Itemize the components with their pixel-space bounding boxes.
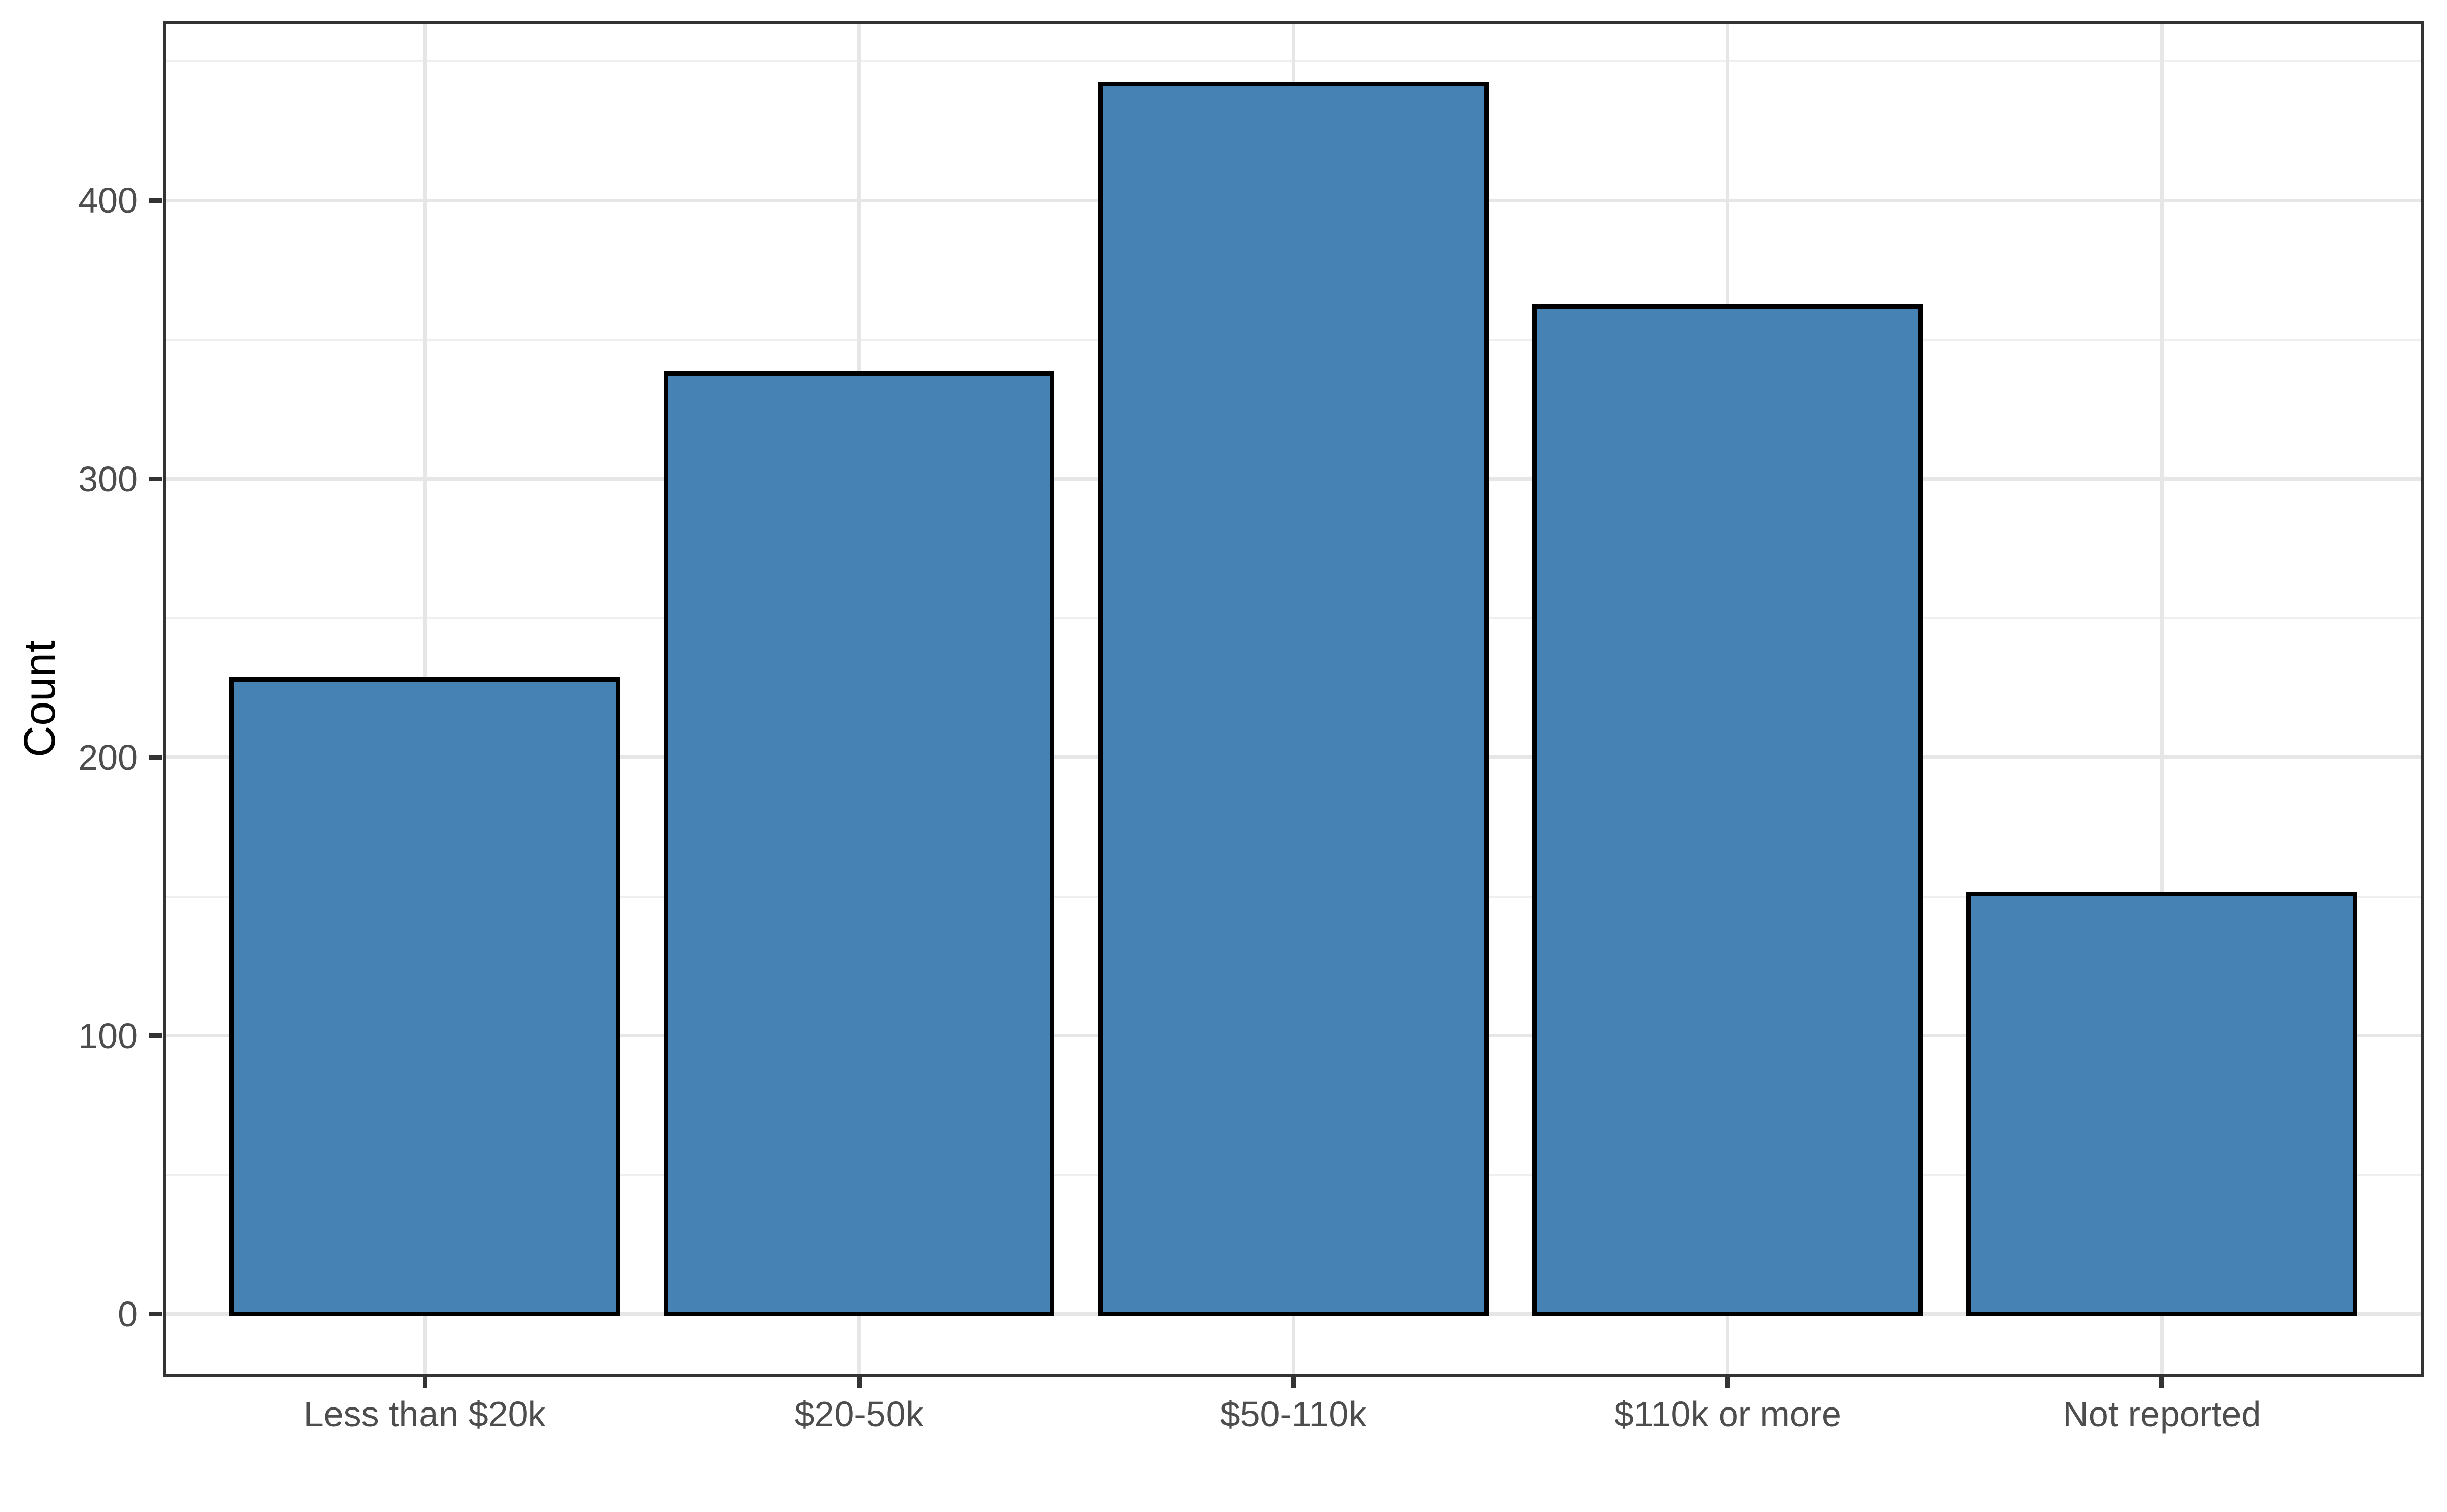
plot-panel (164, 22, 2423, 1375)
y-tick-0 (149, 1312, 162, 1317)
y-tick-300 (149, 477, 162, 482)
y-tick-label-400: 400 (78, 180, 138, 221)
x-tick-5 (2159, 1375, 2165, 1388)
x-tick-4 (1725, 1375, 1730, 1388)
x-tick-label-4: $110k or more (1613, 1394, 1841, 1434)
y-tick-label-300: 300 (78, 459, 138, 499)
bar-less-than-20k (229, 677, 620, 1317)
bar--110k-or-more (1532, 304, 1923, 1317)
y-tick-label-200: 200 (78, 737, 138, 777)
bar-not-reported (1966, 891, 2358, 1317)
y-tick-400 (149, 198, 162, 203)
x-tick-label-1: Less than $20k (303, 1394, 546, 1434)
x-tick-3 (1291, 1375, 1296, 1388)
x-tick-label-5: Not reported (2063, 1394, 2261, 1434)
x-tick-2 (856, 1375, 862, 1388)
x-tick-1 (422, 1375, 427, 1388)
y-tick-label-0: 0 (118, 1294, 138, 1334)
bar--20-50k (663, 371, 1055, 1317)
y-axis-title: Count (15, 640, 64, 758)
x-tick-label-2: $20-50k (794, 1394, 924, 1434)
x-tick-label-3: $50-110k (1220, 1394, 1367, 1434)
y-tick-200 (149, 755, 162, 760)
y-tick-label-100: 100 (78, 1015, 138, 1056)
y-tick-100 (149, 1033, 162, 1038)
major-gridline-x-5 (2160, 22, 2164, 1375)
bar--50-110k (1098, 81, 1489, 1317)
